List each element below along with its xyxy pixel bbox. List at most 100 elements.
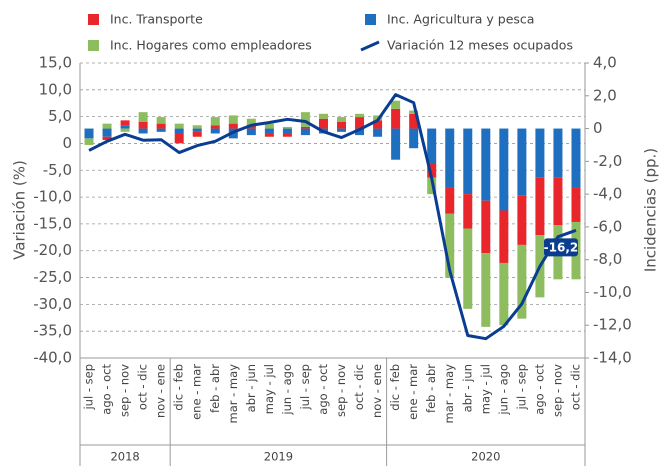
bar (391, 108, 401, 129)
bar (445, 187, 455, 214)
bar (337, 122, 347, 129)
bar (210, 128, 220, 134)
group-label: 2018 (110, 450, 139, 464)
x-tick-label: abr - jun (460, 364, 474, 412)
bar (553, 177, 563, 226)
bar (517, 195, 527, 245)
group-label: 2020 (471, 450, 500, 464)
group-label: 2019 (264, 450, 293, 464)
y2-axis-title: Incidencias (pp.) (642, 148, 660, 272)
y-tick-label: 5,0 (48, 107, 72, 125)
x-tick-label: abr - jun (244, 364, 258, 412)
y-tick-label: -30,0 (33, 295, 72, 313)
bar (553, 128, 563, 178)
bar (102, 128, 112, 137)
bar (499, 210, 509, 263)
bar (120, 125, 130, 129)
x-tick-label: ago - oct (100, 364, 114, 415)
bar (174, 123, 184, 129)
bar (264, 123, 274, 129)
bar (246, 118, 256, 126)
x-tick-label: sep - nov (550, 364, 564, 417)
bar (192, 128, 202, 132)
x-tick-label: ago - oct (316, 364, 330, 415)
bar (156, 128, 166, 132)
bar (138, 122, 148, 129)
bar (156, 123, 166, 129)
x-tick-label: oct - dic (352, 364, 366, 410)
bar (499, 128, 509, 211)
legend-swatch (88, 40, 99, 51)
bar (517, 128, 527, 196)
bar (318, 118, 328, 129)
bar (300, 128, 310, 136)
y-tick-label: 15,0 (39, 54, 72, 72)
legend-swatch (88, 14, 99, 25)
bar (138, 112, 148, 122)
bar (481, 253, 491, 327)
bar (102, 136, 112, 141)
bar (282, 133, 292, 137)
x-tick-label: feb - abr (208, 364, 222, 413)
bar (282, 128, 292, 134)
bar (337, 128, 347, 132)
x-tick-label: dic - feb (388, 364, 402, 411)
y2-tick-label: -14,0 (593, 349, 632, 367)
bar (102, 123, 112, 129)
bar (499, 262, 509, 326)
x-tick-label: sep - nov (334, 364, 348, 417)
bar (535, 128, 545, 178)
y2-tick-label: 4,0 (593, 54, 617, 72)
bar (409, 113, 419, 129)
bar (427, 162, 437, 178)
y-tick-label: 0 (62, 134, 72, 152)
bar (463, 128, 473, 195)
x-tick-label: jul - sep (82, 364, 96, 411)
bar (138, 128, 148, 134)
bar (373, 128, 383, 137)
bar (427, 128, 437, 163)
bar (156, 117, 166, 124)
x-tick-label: nov - ene (154, 364, 168, 418)
bar (337, 117, 347, 122)
legend-line (360, 40, 380, 52)
bar (228, 123, 238, 129)
value-label-box (543, 238, 578, 257)
bar (571, 187, 581, 222)
y2-tick-label: -2,0 (593, 152, 622, 170)
x-tick-label: jun - ago (496, 364, 510, 416)
y-tick-label: -10,0 (33, 188, 72, 206)
x-tick-label: may - jul (262, 364, 276, 414)
y2-tick-label: -8,0 (593, 250, 622, 268)
bar (463, 194, 473, 229)
bar (300, 112, 310, 127)
bar (463, 228, 473, 309)
value-label: -16,2 (544, 240, 579, 254)
bar (84, 138, 94, 145)
x-tick-label: ago - oct (532, 364, 546, 415)
bar (355, 113, 365, 118)
bar (192, 131, 202, 137)
bar (210, 125, 220, 129)
bar (120, 128, 130, 132)
bar (355, 117, 365, 129)
bar (174, 128, 184, 134)
bar (535, 177, 545, 236)
x-tick-label: may - jul (478, 364, 492, 414)
y-tick-label: 10,0 (39, 80, 72, 98)
bar (246, 128, 256, 136)
bar (517, 244, 527, 319)
y2-tick-label: -4,0 (593, 185, 622, 203)
x-tick-label: oct - dic (568, 364, 582, 410)
x-tick-label: mar - may (226, 364, 240, 424)
y2-tick-label: -10,0 (593, 283, 632, 301)
y-tick-label: -25,0 (33, 268, 72, 286)
x-tick-label: ene - mar (190, 364, 204, 420)
bar (120, 120, 130, 126)
y-tick-label: -15,0 (33, 214, 72, 232)
bar (174, 133, 184, 144)
bar (192, 125, 202, 129)
y-tick-label: -5,0 (43, 161, 72, 179)
x-tick-label: ene - mar (406, 364, 420, 420)
legend-label: Inc. Hogares como empleadores (110, 38, 312, 53)
